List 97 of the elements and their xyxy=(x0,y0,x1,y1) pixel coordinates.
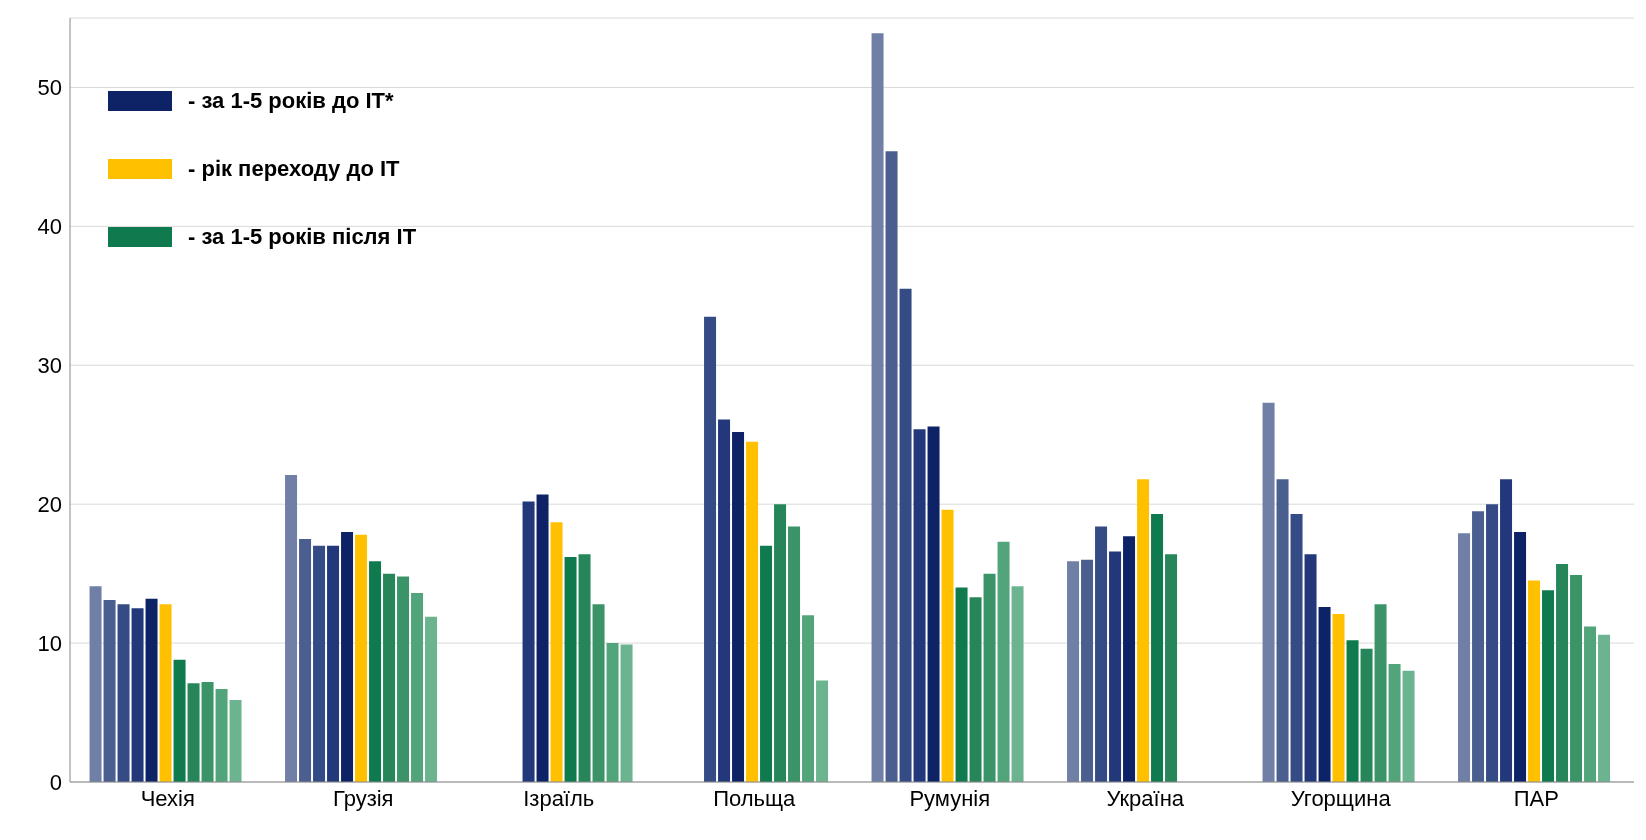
bar xyxy=(313,545,326,782)
bar xyxy=(522,501,535,782)
bar xyxy=(1137,479,1150,782)
bar xyxy=(1095,526,1108,782)
bar xyxy=(1067,561,1080,782)
y-tick-label: 30 xyxy=(37,353,62,379)
bar xyxy=(1318,606,1331,782)
bar xyxy=(969,597,982,782)
bar xyxy=(774,504,787,782)
bar xyxy=(620,644,633,782)
bar xyxy=(1151,513,1164,782)
bar xyxy=(732,431,745,782)
bar xyxy=(187,683,200,782)
bar xyxy=(1500,479,1513,782)
bar xyxy=(1346,640,1359,782)
bar xyxy=(1472,511,1485,782)
x-tick-label: Польща xyxy=(713,785,797,811)
bar xyxy=(1374,604,1387,782)
bar xyxy=(955,587,968,782)
bar xyxy=(1402,670,1415,782)
bar xyxy=(369,561,382,782)
bar xyxy=(201,681,214,782)
bar xyxy=(1011,586,1024,782)
bar xyxy=(802,615,815,782)
bar xyxy=(1262,402,1275,782)
bar xyxy=(1570,575,1583,782)
bar xyxy=(299,538,312,782)
bar xyxy=(89,586,102,782)
bar xyxy=(383,573,396,782)
legend-label: - за 1-5 років до IT* xyxy=(188,88,394,114)
x-tick-label: ПАР xyxy=(1513,785,1559,811)
bar xyxy=(983,573,996,782)
bar xyxy=(159,604,172,782)
x-tick-label: Грузія xyxy=(332,785,394,811)
bar xyxy=(411,593,424,782)
bar xyxy=(1304,554,1317,782)
bar xyxy=(1276,479,1289,782)
bar xyxy=(885,151,898,782)
bar xyxy=(285,475,298,782)
bar xyxy=(327,545,340,782)
x-tick-label: Румунія xyxy=(909,785,991,811)
bar xyxy=(145,598,158,782)
legend-label: - рік переходу до IT xyxy=(188,156,400,182)
y-tick-label: 10 xyxy=(37,630,62,656)
bar xyxy=(229,700,242,782)
bar xyxy=(899,288,912,782)
bar xyxy=(927,426,940,782)
bar xyxy=(1486,504,1499,782)
x-tick-label: Угорщина xyxy=(1290,785,1392,811)
bar xyxy=(606,643,619,782)
bar xyxy=(1528,580,1541,782)
bar xyxy=(1458,533,1471,782)
bar xyxy=(117,604,130,782)
bar xyxy=(536,494,549,782)
bar xyxy=(760,545,773,782)
bar xyxy=(1360,648,1373,782)
bar xyxy=(788,526,801,782)
bar xyxy=(103,600,116,782)
bar xyxy=(1290,513,1303,782)
bar xyxy=(397,576,410,782)
bar xyxy=(704,316,717,782)
bar xyxy=(1123,536,1136,782)
bar xyxy=(1556,563,1569,782)
bar xyxy=(871,33,884,782)
bar xyxy=(913,429,926,782)
bar xyxy=(341,531,354,782)
x-tick-label: Україна xyxy=(1106,785,1185,811)
y-tick-label: 0 xyxy=(49,769,62,795)
bar xyxy=(1109,551,1122,782)
bar xyxy=(1542,590,1555,782)
bar xyxy=(941,509,954,782)
bar xyxy=(592,604,605,782)
bar xyxy=(1388,663,1401,782)
bar xyxy=(816,680,829,782)
bar xyxy=(1584,626,1597,782)
bar xyxy=(550,522,563,782)
bar xyxy=(1332,613,1345,782)
bar xyxy=(355,534,368,782)
bar xyxy=(746,441,759,782)
bar xyxy=(425,616,438,782)
x-tick-label: Чехія xyxy=(140,785,195,811)
bar xyxy=(131,608,144,782)
y-tick-label: 50 xyxy=(37,75,62,101)
x-tick-label: Ізраїль xyxy=(523,785,595,811)
legend-label: - за 1-5 років після IT xyxy=(188,224,417,250)
y-tick-label: 40 xyxy=(37,214,62,240)
bar xyxy=(173,659,186,782)
bar xyxy=(997,541,1010,782)
bar xyxy=(1165,554,1178,782)
bar xyxy=(1598,634,1611,782)
bar xyxy=(578,554,591,782)
bar xyxy=(718,419,731,782)
bar xyxy=(564,556,577,782)
y-tick-label: 20 xyxy=(37,491,62,517)
bar xyxy=(215,688,228,782)
bar xyxy=(1514,531,1527,782)
bar xyxy=(1081,559,1094,782)
